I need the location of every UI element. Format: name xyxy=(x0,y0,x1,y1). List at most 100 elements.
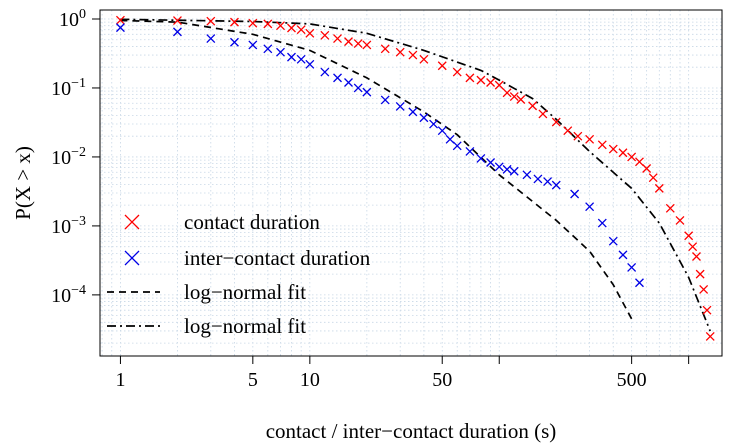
point-0 xyxy=(608,144,618,154)
point-0 xyxy=(486,78,496,87)
point-0 xyxy=(551,117,561,127)
point-1 xyxy=(437,126,447,136)
legend-label-3: log−normal fit xyxy=(184,314,306,338)
legend-marker-0 xyxy=(124,214,140,230)
fit-line-2 xyxy=(120,19,633,320)
point-0 xyxy=(627,152,637,162)
point-1 xyxy=(344,78,353,87)
fit-lines xyxy=(120,18,711,332)
point-0 xyxy=(408,50,418,60)
point-0 xyxy=(172,16,182,25)
point-0 xyxy=(353,39,363,49)
point-0 xyxy=(465,73,475,83)
point-1 xyxy=(333,73,342,83)
point-0 xyxy=(344,37,353,47)
point-1 xyxy=(585,202,595,212)
point-1 xyxy=(408,107,418,117)
point-1 xyxy=(115,23,125,33)
point-0 xyxy=(528,101,538,111)
x-tick-label: 1 xyxy=(115,369,125,391)
point-0 xyxy=(695,269,705,279)
point-1 xyxy=(618,250,628,260)
point-1 xyxy=(522,170,532,180)
point-0 xyxy=(597,140,607,150)
point-0 xyxy=(538,109,548,119)
point-1 xyxy=(476,154,486,163)
point-1 xyxy=(502,164,512,174)
point-1 xyxy=(419,113,429,123)
y-tick-label: 100 xyxy=(59,7,86,31)
point-0 xyxy=(296,25,306,35)
point-0 xyxy=(452,67,462,77)
point-0 xyxy=(115,15,125,25)
point-1 xyxy=(263,44,273,54)
point-0 xyxy=(635,157,644,167)
x-tick-label: 50 xyxy=(432,369,452,391)
point-0 xyxy=(287,23,296,33)
point-0 xyxy=(305,28,315,38)
plot-frame xyxy=(99,9,723,357)
y-tick-label: 10−3 xyxy=(51,214,86,238)
point-0 xyxy=(362,40,372,50)
point-0 xyxy=(419,54,429,64)
y-tick-label: 10−4 xyxy=(51,283,86,307)
point-0 xyxy=(563,126,573,136)
point-0 xyxy=(654,183,664,193)
y-tick-label: 10−1 xyxy=(51,76,86,100)
legend-label-1: inter−contact duration xyxy=(184,246,371,270)
point-1 xyxy=(635,278,644,288)
point-0 xyxy=(206,16,216,26)
point-1 xyxy=(353,83,363,93)
point-0 xyxy=(509,92,519,102)
legend: contact duration inter−contact duration lo… xyxy=(107,210,371,338)
x-axis-title: contact / inter−contact duration (s) xyxy=(266,419,557,443)
x-tick-label: 500 xyxy=(617,369,647,391)
grid xyxy=(100,10,722,356)
point-1 xyxy=(287,52,296,62)
axes: 1 5 10 50 500 100 10−1 10−2 10−3 10−4 xyxy=(51,7,690,391)
point-1 xyxy=(465,147,475,156)
point-1 xyxy=(543,177,553,186)
legend-marker-1 xyxy=(124,250,140,266)
point-0 xyxy=(333,34,342,44)
point-0 xyxy=(437,61,447,71)
point-1 xyxy=(362,87,372,97)
point-1 xyxy=(276,47,285,57)
point-0 xyxy=(516,95,526,104)
point-1 xyxy=(380,95,390,105)
point-0 xyxy=(395,47,405,57)
point-0 xyxy=(476,75,486,85)
point-1 xyxy=(296,54,306,64)
point-1 xyxy=(570,189,580,199)
point-0 xyxy=(380,44,390,54)
point-0 xyxy=(502,88,512,98)
point-1 xyxy=(305,59,315,69)
point-1 xyxy=(551,180,561,190)
x-tick-label: 10 xyxy=(300,369,320,391)
point-0 xyxy=(692,252,701,261)
fit-line-3 xyxy=(120,18,711,332)
point-0 xyxy=(675,215,685,225)
point-1 xyxy=(206,34,216,44)
point-0 xyxy=(276,21,285,31)
point-1 xyxy=(627,262,637,272)
point-0 xyxy=(494,80,504,90)
point-0 xyxy=(248,18,258,28)
point-0 xyxy=(648,173,658,183)
point-0 xyxy=(688,242,698,252)
point-0 xyxy=(230,17,239,27)
point-1 xyxy=(509,166,519,176)
point-1 xyxy=(429,119,439,129)
point-0 xyxy=(585,134,595,144)
point-1 xyxy=(248,40,258,50)
point-1 xyxy=(452,141,462,151)
point-0 xyxy=(665,203,675,213)
point-0 xyxy=(642,164,652,173)
legend-label-2: log−normal fit xyxy=(184,280,306,304)
point-1 xyxy=(486,158,496,167)
point-0 xyxy=(263,19,273,29)
point-1 xyxy=(395,101,405,111)
point-1 xyxy=(445,134,455,144)
point-0 xyxy=(705,331,715,341)
